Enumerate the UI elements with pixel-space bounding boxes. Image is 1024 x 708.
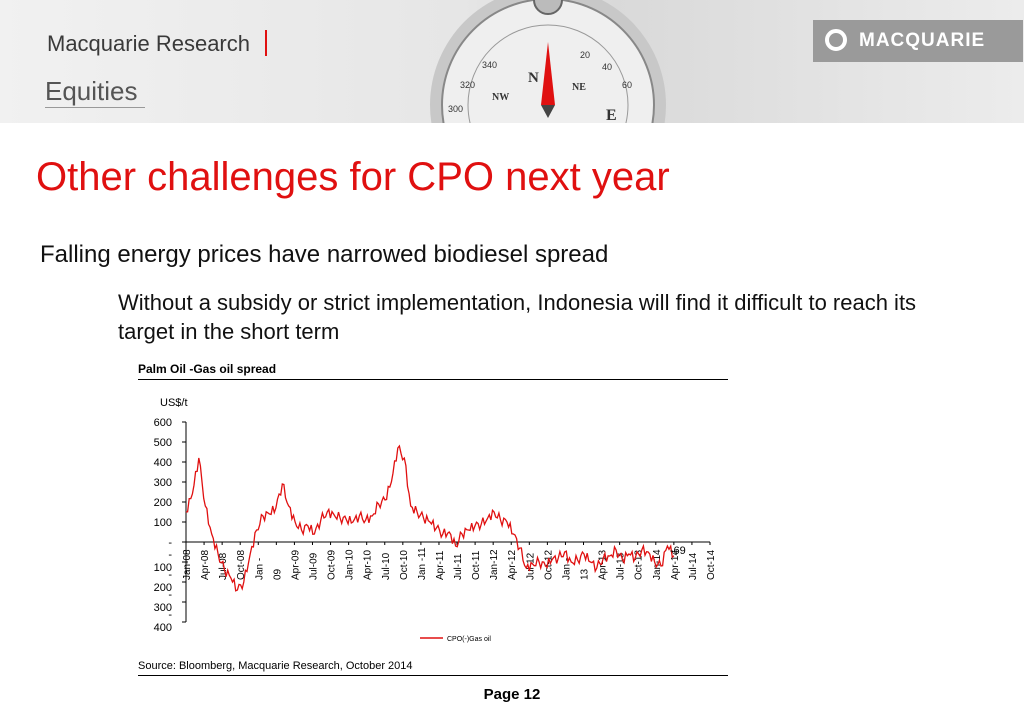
x-tick-label: Apr-11 bbox=[435, 550, 446, 580]
x-tick-label: Jan-10 bbox=[345, 549, 356, 580]
header-banner: Macquarie Research Equities N NE NW E 34… bbox=[0, 0, 1024, 123]
y-tick-label: -200 bbox=[154, 569, 173, 594]
chart-source: Source: Bloomberg, Macquarie Research, O… bbox=[138, 660, 413, 672]
x-tick-label: Jul-14 bbox=[688, 552, 699, 580]
compass-number: 340 bbox=[482, 60, 497, 70]
x-tick-label: Apr-09 bbox=[290, 550, 301, 580]
y-tick-label-part: - bbox=[168, 549, 172, 561]
compass-number: 40 bbox=[602, 62, 612, 72]
x-tick-label: Apr-10 bbox=[363, 550, 374, 580]
y-tick-label-part: - bbox=[168, 589, 172, 601]
brand-name: Macquarie Research bbox=[47, 31, 250, 56]
compass-letter: N bbox=[528, 70, 539, 86]
x-tick-label: Oct-10 bbox=[399, 550, 410, 580]
x-tick-label: Jan -11 bbox=[417, 547, 428, 580]
x-tick-label: Apr-14 bbox=[670, 550, 681, 580]
y-tick-label: 600 bbox=[154, 417, 172, 429]
y-tick-label-part: 300 bbox=[154, 602, 172, 614]
series-line-cpo-gas-oil bbox=[185, 444, 675, 592]
logo-text: MACQUARIE bbox=[859, 30, 986, 51]
y-tick-label: 300 bbox=[154, 477, 172, 489]
x-tick-label: Jul-11 bbox=[453, 553, 464, 580]
y-tick-label-part: - bbox=[168, 609, 172, 621]
compass-number: 300 bbox=[448, 104, 463, 114]
x-tick-label: Oct-11 bbox=[471, 550, 482, 580]
x-tick-label: Oct-14 bbox=[706, 550, 717, 580]
compass-number: 320 bbox=[460, 80, 475, 90]
slide-title: Other challenges for CPO next year bbox=[36, 155, 670, 199]
x-tick-label: Jan - bbox=[254, 558, 265, 580]
x-tick-label: Jan-12 bbox=[489, 549, 500, 580]
x-tick-label: Jan - bbox=[561, 558, 572, 580]
y-tick-label: 400 bbox=[154, 457, 172, 469]
y-axis-label: US$/t bbox=[160, 397, 188, 409]
x-tick-label: Apr-12 bbox=[507, 550, 518, 580]
logo-mark-icon bbox=[825, 29, 847, 51]
section-label: Equities bbox=[45, 76, 138, 106]
end-value-label: -69 bbox=[670, 545, 686, 557]
y-tick-label: - bbox=[168, 537, 172, 549]
compass-image: N NE NW E 340 320 300 20 40 60 bbox=[430, 0, 666, 123]
chart-top-rule bbox=[138, 379, 728, 380]
x-tick-label: Apr-08 bbox=[200, 550, 211, 580]
y-tick-label-part: - bbox=[168, 569, 172, 581]
y-tick-label: -300 bbox=[154, 589, 173, 614]
spread-line-chart: US$/t600500400300200100--100-200-300-400… bbox=[154, 397, 717, 643]
page-number: Page 12 bbox=[483, 686, 541, 703]
chart-bottom-rule bbox=[138, 675, 728, 676]
compass-letter: NW bbox=[492, 92, 509, 103]
x-tick-label: Jul-10 bbox=[381, 552, 392, 580]
brand-divider bbox=[265, 30, 267, 56]
x-tick-label: 09 bbox=[272, 568, 283, 580]
x-tick-label: Oct-12 bbox=[543, 550, 554, 580]
y-tick-label: 500 bbox=[154, 437, 172, 449]
x-tick-label: Jul-09 bbox=[308, 552, 319, 580]
compass-letter: E bbox=[606, 107, 617, 123]
y-tick-label: -100 bbox=[154, 549, 173, 574]
bullet-level-2: Without a subsidy or strict implementati… bbox=[118, 288, 978, 346]
x-tick-label: Oct-13 bbox=[634, 550, 645, 580]
y-tick-label: 100 bbox=[154, 517, 172, 529]
x-tick-label: 13 bbox=[580, 568, 591, 580]
x-tick-label: Oct-09 bbox=[327, 550, 338, 580]
y-tick-label: -400 bbox=[154, 609, 173, 634]
y-tick-label-part: 200 bbox=[154, 582, 172, 594]
section-underline bbox=[45, 107, 145, 108]
bullet-level-1: Falling energy prices have narrowed biod… bbox=[40, 241, 608, 269]
y-tick-label-part: 100 bbox=[154, 562, 172, 574]
legend-label: CPO(-)Gas oil bbox=[447, 636, 491, 643]
compass-number: 20 bbox=[580, 50, 590, 60]
y-tick-label-part: 400 bbox=[154, 622, 172, 634]
x-tick-label: Apr-13 bbox=[598, 550, 609, 580]
compass-number: 60 bbox=[622, 80, 632, 90]
x-tick-label: Jul-13 bbox=[616, 552, 627, 580]
x-tick-label: Oct-08 bbox=[236, 550, 247, 580]
bullet-text: Without a subsidy or strict implementati… bbox=[118, 290, 917, 344]
x-tick-label: Jan-08 bbox=[182, 549, 193, 580]
macquarie-logo: MACQUARIE bbox=[813, 20, 1023, 62]
y-tick-label: 200 bbox=[154, 497, 172, 509]
chart-title: Palm Oil -Gas oil spread bbox=[138, 362, 277, 376]
compass-letter: NE bbox=[572, 82, 586, 93]
bullet-text: Falling energy prices have narrowed biod… bbox=[40, 241, 609, 268]
